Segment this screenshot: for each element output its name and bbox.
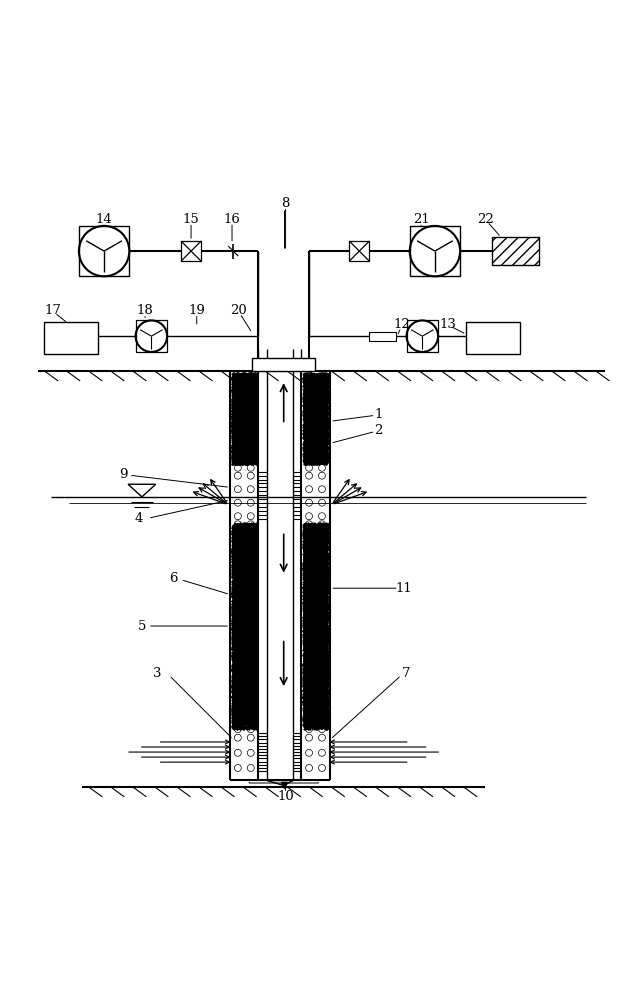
Text: 10: 10 <box>277 790 294 803</box>
Text: 5: 5 <box>138 620 146 633</box>
Circle shape <box>79 226 129 276</box>
Text: 17: 17 <box>44 304 61 317</box>
Text: 18: 18 <box>137 304 154 317</box>
Bar <box>44 322 98 354</box>
Bar <box>349 241 369 261</box>
Bar <box>181 241 201 261</box>
Circle shape <box>406 320 438 352</box>
Circle shape <box>136 320 167 352</box>
Circle shape <box>410 226 460 276</box>
Text: 7: 7 <box>403 667 411 680</box>
Text: 6: 6 <box>169 572 177 585</box>
Bar <box>492 237 539 265</box>
Text: 11: 11 <box>395 582 412 595</box>
Text: 1: 1 <box>374 408 383 421</box>
Bar <box>252 358 315 371</box>
Text: 9: 9 <box>119 468 127 481</box>
Text: 22: 22 <box>477 213 494 226</box>
Text: 8: 8 <box>282 197 290 210</box>
Text: 15: 15 <box>183 213 199 226</box>
Text: 21: 21 <box>413 213 430 226</box>
Bar <box>79 226 129 276</box>
Bar <box>466 322 520 354</box>
Text: 16: 16 <box>224 213 240 226</box>
Text: 3: 3 <box>154 667 162 680</box>
Bar <box>369 332 397 341</box>
Text: 19: 19 <box>188 304 205 317</box>
Text: 2: 2 <box>374 424 383 437</box>
Text: 13: 13 <box>439 318 456 331</box>
Text: 4: 4 <box>134 512 143 525</box>
Bar <box>406 320 438 352</box>
Bar <box>410 226 460 276</box>
Text: 20: 20 <box>230 304 247 317</box>
Bar <box>136 320 167 352</box>
Text: 12: 12 <box>394 318 410 331</box>
Text: 14: 14 <box>96 213 113 226</box>
